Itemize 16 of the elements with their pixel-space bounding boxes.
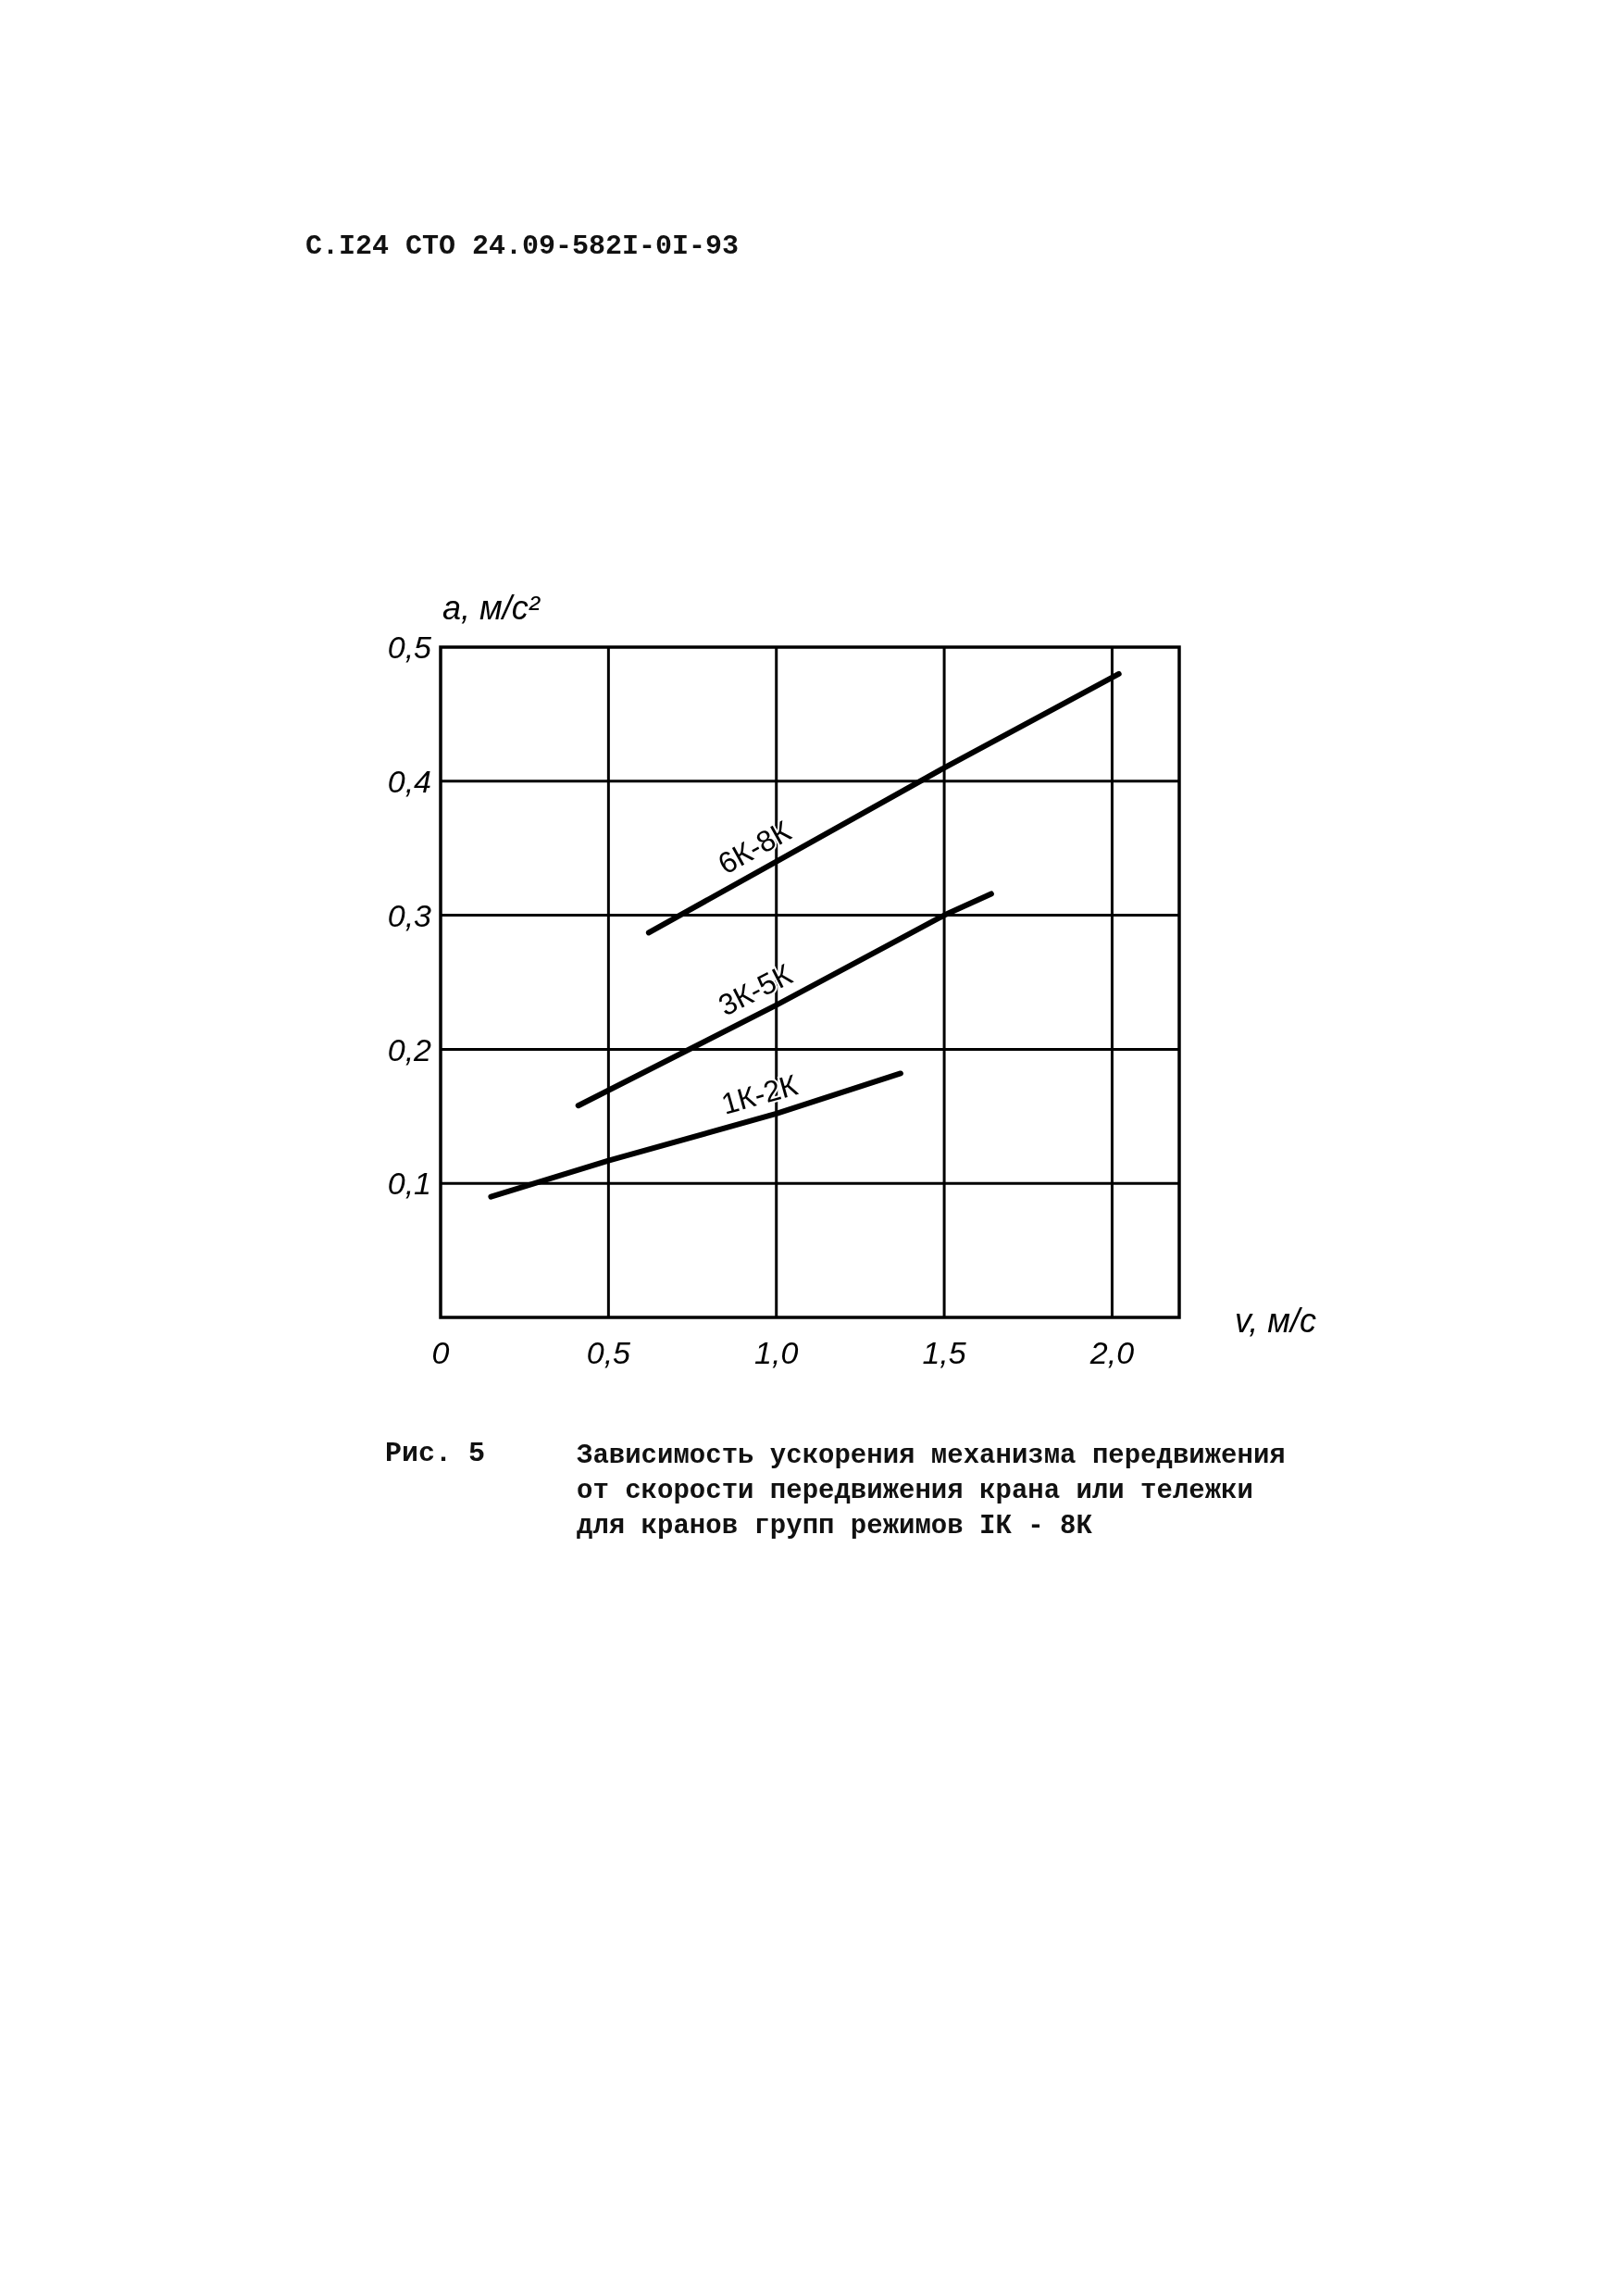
x-tick-label: 0: [431, 1335, 450, 1370]
text: Зависимость ускорения механизма передвижения от скорости передвижения крана или тележки для кранов групп режимов IК - 8К: [577, 1441, 1286, 1541]
y-tick-label: 0,1: [387, 1166, 431, 1202]
x-tick-label: 1,5: [922, 1335, 966, 1370]
x-axis-title: v, м/с: [1235, 1302, 1317, 1340]
text: Рис. 5: [385, 1438, 486, 1469]
y-tick-label: 0,3: [387, 897, 432, 933]
text: С.I24 СТО 24.09-582I-0I-93: [305, 231, 740, 262]
y-tick-label: 0,5: [387, 630, 432, 666]
y-axis-title: a, м/с²: [442, 589, 541, 627]
x-tick-label: 0,5: [586, 1335, 631, 1370]
y-tick-label: 0,4: [387, 764, 431, 800]
x-tick-label: 1,0: [754, 1335, 799, 1370]
text: 1К-2К: [717, 1067, 802, 1121]
x-tick-label: 2,0: [1089, 1335, 1135, 1370]
y-tick-label: 0,2: [387, 1031, 432, 1067]
